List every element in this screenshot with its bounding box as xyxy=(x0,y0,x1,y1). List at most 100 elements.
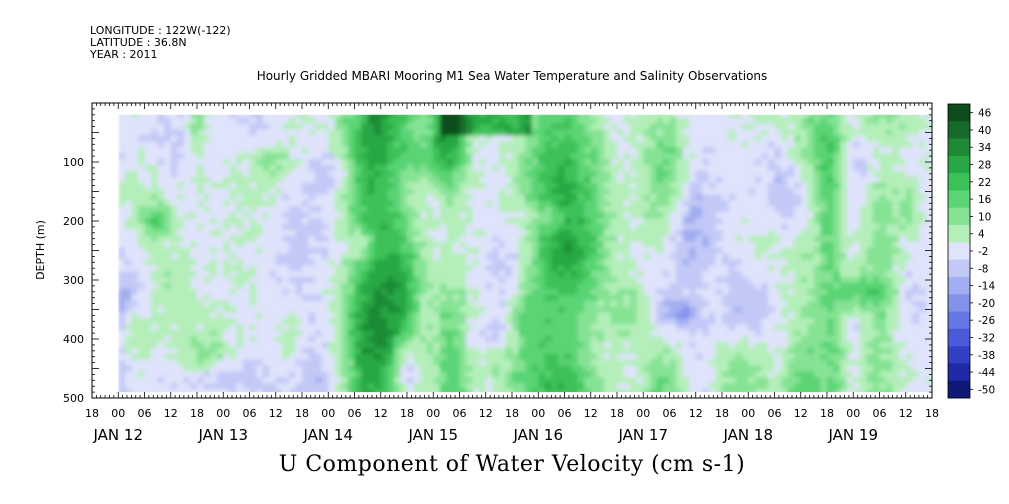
heatmap-cell xyxy=(302,306,310,314)
heatmap-cell xyxy=(781,123,789,131)
heatmap-cell xyxy=(518,223,526,231)
heatmap-cell xyxy=(781,347,789,355)
heatmap-cell xyxy=(676,306,684,314)
heatmap-cell xyxy=(137,300,146,308)
heatmap-cell xyxy=(636,259,644,266)
heatmap-cell xyxy=(610,164,618,172)
heatmap-cell xyxy=(216,265,224,272)
heatmap-cell xyxy=(774,170,782,178)
heatmap-cell xyxy=(492,347,500,355)
heatmap-cell xyxy=(571,212,579,219)
heatmap-cell xyxy=(584,259,592,266)
heatmap-cell xyxy=(617,129,625,137)
heatmap-cell xyxy=(210,336,218,343)
heatmap-cell xyxy=(728,288,736,296)
heatmap-cell xyxy=(603,135,612,142)
heatmap-cell xyxy=(623,170,631,178)
heatmap-cell xyxy=(288,377,297,384)
heatmap-cell xyxy=(472,135,480,142)
heatmap-cell xyxy=(498,300,507,308)
heatmap-cell xyxy=(669,371,677,378)
heatmap-cell xyxy=(400,218,408,225)
heatmap-cell xyxy=(308,247,316,255)
heatmap-cell xyxy=(662,312,671,319)
heatmap-cell xyxy=(262,259,270,266)
heatmap-cell xyxy=(512,265,520,272)
heatmap-cell xyxy=(531,200,539,207)
heatmap-cell xyxy=(564,389,572,393)
heatmap-cell xyxy=(216,117,224,125)
heatmap-cell xyxy=(472,312,480,319)
heatmap-cell xyxy=(354,123,362,131)
heatmap-cell xyxy=(256,117,264,125)
heatmap-cell xyxy=(197,371,205,378)
heatmap-cell xyxy=(413,159,421,166)
heatmap-cell xyxy=(426,330,434,337)
heatmap-cell xyxy=(630,159,638,166)
heatmap-cell xyxy=(315,353,323,361)
heatmap-cell xyxy=(735,164,743,172)
heatmap-cell xyxy=(177,182,185,190)
heatmap-cell xyxy=(446,359,454,367)
heatmap-cell xyxy=(334,141,342,148)
heatmap-cell xyxy=(525,359,533,367)
heatmap-cell xyxy=(302,135,310,142)
heatmap-cell xyxy=(512,347,520,355)
heatmap-cell xyxy=(131,194,139,201)
heatmap-cell xyxy=(262,300,270,308)
heatmap-cell xyxy=(485,377,493,384)
heatmap-cell xyxy=(197,206,205,213)
heatmap-cell xyxy=(426,389,434,393)
heatmap-cell xyxy=(610,123,618,131)
heatmap-cell xyxy=(748,223,756,231)
heatmap-cell xyxy=(334,359,342,367)
heatmap-cell xyxy=(715,371,723,378)
heatmap-cell xyxy=(157,312,165,319)
heatmap-cell xyxy=(118,336,126,343)
heatmap-cell xyxy=(439,164,447,172)
heatmap-cell xyxy=(269,253,277,260)
heatmap-cell xyxy=(571,194,579,201)
heatmap-cell xyxy=(748,336,756,343)
heatmap-cell xyxy=(131,389,139,393)
heatmap-cell xyxy=(164,365,172,373)
heatmap-cell xyxy=(512,194,520,201)
heatmap-cell xyxy=(347,147,356,154)
heatmap-cell xyxy=(269,371,277,378)
heatmap-cell xyxy=(229,359,237,367)
heatmap-cell xyxy=(157,294,165,302)
heatmap-cell xyxy=(433,247,441,255)
heatmap-cell xyxy=(118,176,126,184)
heatmap-cell xyxy=(223,164,231,172)
heatmap-cell xyxy=(413,123,421,131)
heatmap-cell xyxy=(183,259,192,266)
heatmap-cell xyxy=(472,336,480,343)
heatmap-cell xyxy=(433,141,441,148)
heatmap-cell xyxy=(413,389,421,393)
heatmap-cell xyxy=(203,347,211,355)
heatmap-cell xyxy=(328,282,336,290)
heatmap-cell xyxy=(262,347,270,355)
heatmap-cell xyxy=(531,159,539,166)
heatmap-cell xyxy=(433,318,441,325)
heatmap-cell xyxy=(164,206,172,213)
heatmap-cell xyxy=(302,371,310,378)
heatmap-cell xyxy=(610,188,618,196)
heatmap-cell xyxy=(452,235,461,243)
heatmap-cell xyxy=(302,324,310,331)
heatmap-cell xyxy=(328,277,336,284)
heatmap-cell xyxy=(387,347,395,355)
heatmap-cell xyxy=(210,353,218,361)
heatmap-cell xyxy=(433,324,441,331)
heatmap-cell xyxy=(472,141,480,148)
heatmap-cell xyxy=(170,330,178,337)
heatmap-cell xyxy=(623,176,631,184)
heatmap-cell xyxy=(137,235,146,243)
heatmap-cell xyxy=(577,271,585,278)
heatmap-cell xyxy=(308,123,316,131)
heatmap-cell xyxy=(242,147,251,154)
heatmap-cell xyxy=(754,135,762,142)
heatmap-cell xyxy=(216,247,224,255)
heatmap-cell xyxy=(525,218,533,225)
heatmap-cell xyxy=(498,259,507,266)
